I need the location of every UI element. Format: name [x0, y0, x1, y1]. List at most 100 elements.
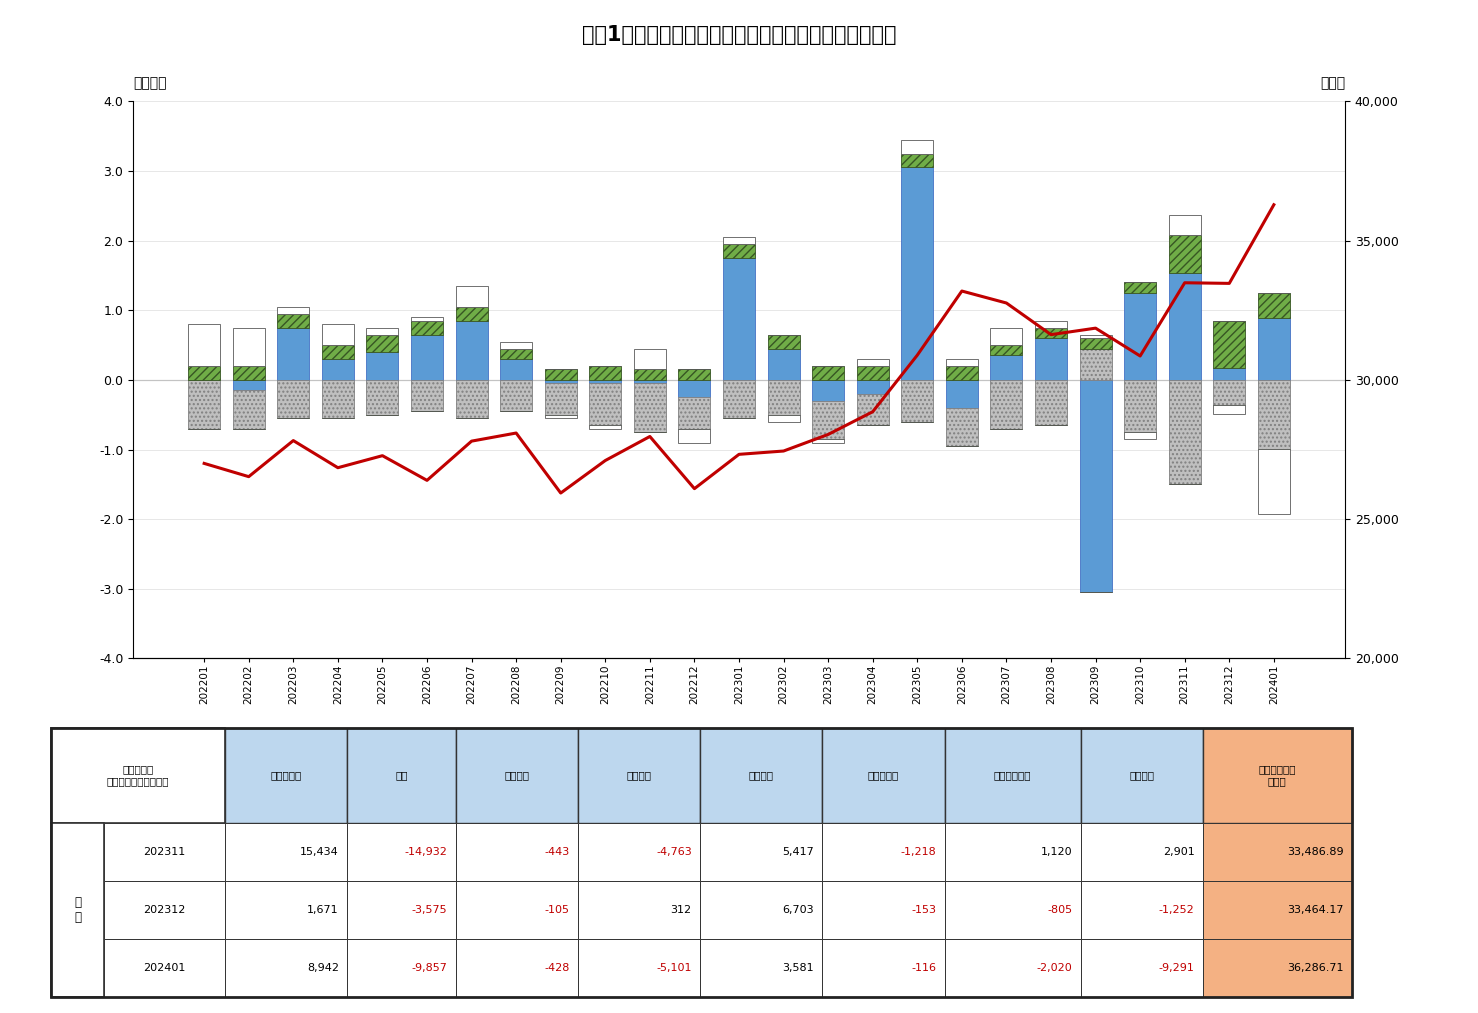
Bar: [188, 380, 220, 428]
Bar: [701, 939, 822, 997]
Bar: [1125, 433, 1156, 439]
Text: 202312: 202312: [143, 905, 186, 915]
Bar: [1213, 380, 1246, 405]
Bar: [1079, 380, 1111, 593]
Bar: [946, 407, 978, 446]
Bar: [944, 823, 1080, 881]
Text: -2,020: -2,020: [1036, 963, 1073, 973]
Bar: [347, 727, 455, 823]
Bar: [990, 356, 1023, 380]
Bar: [188, 366, 220, 380]
Bar: [322, 345, 353, 359]
Bar: [723, 258, 755, 380]
Text: 海外投賄家: 海外投賄家: [270, 770, 302, 780]
Bar: [634, 348, 667, 370]
Text: 日経平均株価
（円）: 日経平均株価 （円）: [1259, 765, 1296, 786]
Bar: [811, 380, 844, 401]
Bar: [500, 359, 532, 380]
Text: 312: 312: [671, 905, 692, 915]
Bar: [767, 414, 800, 421]
Bar: [1080, 727, 1203, 823]
Text: -9,291: -9,291: [1159, 963, 1194, 973]
Bar: [701, 823, 822, 881]
Bar: [990, 327, 1023, 345]
Bar: [811, 366, 844, 380]
Bar: [811, 401, 844, 439]
Bar: [811, 439, 844, 443]
Bar: [902, 140, 933, 154]
Bar: [1125, 380, 1156, 433]
Text: -153: -153: [912, 905, 936, 915]
Bar: [1258, 380, 1290, 449]
Bar: [701, 727, 822, 823]
Bar: [500, 380, 532, 411]
Bar: [767, 348, 800, 380]
Bar: [590, 366, 621, 380]
Text: -5,101: -5,101: [656, 963, 692, 973]
Bar: [857, 366, 888, 380]
Bar: [1203, 881, 1352, 939]
Bar: [578, 939, 701, 997]
Bar: [232, 327, 265, 366]
Bar: [411, 317, 443, 321]
Text: -105: -105: [544, 905, 569, 915]
Bar: [1169, 215, 1200, 235]
Text: -805: -805: [1048, 905, 1073, 915]
Legend: 海外投賄家, 個人, 事業法人, 信託銀行, 日経平均株価（右軸）: 海外投賄家, 個人, 事業法人, 信託銀行, 日経平均株価（右軸）: [469, 821, 913, 845]
Bar: [367, 353, 399, 380]
Text: 「円」: 「円」: [1320, 76, 1345, 90]
Bar: [902, 167, 933, 380]
Bar: [857, 394, 888, 425]
Bar: [1035, 321, 1067, 327]
Bar: [322, 359, 353, 380]
Bar: [347, 881, 455, 939]
Text: -443: -443: [544, 847, 569, 857]
Bar: [322, 324, 353, 345]
Bar: [545, 380, 576, 383]
Bar: [1203, 727, 1352, 823]
Bar: [634, 380, 667, 383]
Text: 33,486.89: 33,486.89: [1287, 847, 1344, 857]
Bar: [545, 370, 576, 380]
Bar: [500, 348, 532, 359]
Bar: [946, 359, 978, 366]
Bar: [946, 380, 978, 407]
Bar: [678, 380, 711, 397]
Text: 5,417: 5,417: [782, 847, 814, 857]
Bar: [225, 823, 347, 881]
Bar: [822, 939, 944, 997]
Bar: [578, 881, 701, 939]
Bar: [455, 881, 578, 939]
Bar: [678, 370, 711, 380]
Bar: [590, 380, 621, 383]
Text: -1,252: -1,252: [1159, 905, 1194, 915]
Bar: [1169, 380, 1200, 483]
Bar: [455, 321, 488, 380]
Bar: [590, 425, 621, 428]
Bar: [822, 727, 944, 823]
Bar: [902, 154, 933, 167]
Bar: [857, 359, 888, 366]
Bar: [723, 380, 755, 418]
Bar: [701, 881, 822, 939]
Text: 36,286.71: 36,286.71: [1287, 963, 1344, 973]
Bar: [232, 390, 265, 428]
Bar: [278, 307, 309, 314]
Text: 都銀・地銀等: 都銀・地銀等: [993, 770, 1032, 780]
Bar: [367, 334, 399, 353]
Bar: [52, 823, 103, 997]
Bar: [1080, 939, 1203, 997]
Bar: [1125, 293, 1156, 380]
Bar: [278, 380, 309, 418]
Bar: [347, 939, 455, 997]
Text: -1,218: -1,218: [900, 847, 936, 857]
Text: 202311: 202311: [143, 847, 186, 857]
Bar: [902, 380, 933, 421]
Text: 3,581: 3,581: [782, 963, 814, 973]
Bar: [52, 727, 225, 823]
Bar: [723, 244, 755, 258]
Bar: [225, 881, 347, 939]
Bar: [455, 727, 578, 823]
Bar: [590, 383, 621, 425]
Bar: [767, 334, 800, 348]
